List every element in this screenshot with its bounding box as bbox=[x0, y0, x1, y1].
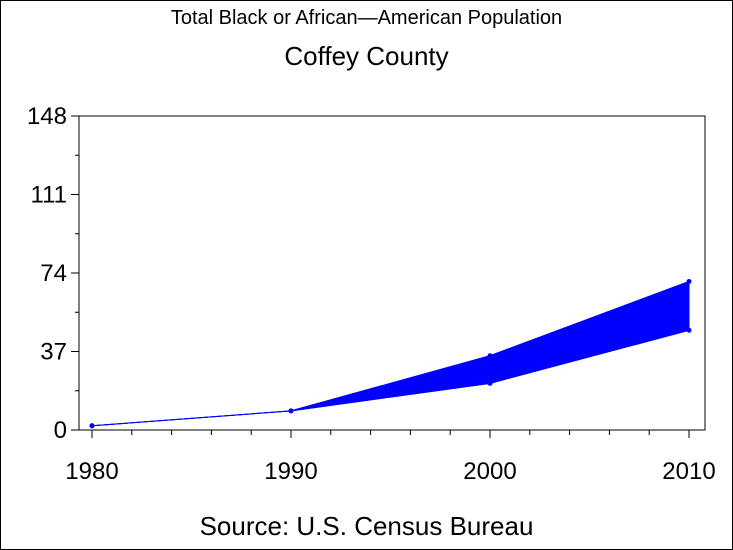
x-axis: 1980 1990 2000 2010 bbox=[65, 430, 716, 485]
y-tick-label: 74 bbox=[40, 260, 67, 287]
x-tick-label: 1990 bbox=[264, 458, 317, 485]
y-tick-label: 37 bbox=[40, 339, 67, 366]
data-band bbox=[91, 280, 690, 427]
series-lines bbox=[91, 281, 690, 427]
x-tick-label: 2010 bbox=[662, 458, 715, 485]
y-tick-label: 0 bbox=[54, 417, 67, 444]
chart-title: Total Black or African—American Populati… bbox=[170, 7, 563, 29]
source-note: Source: U.S. Census Bureau bbox=[199, 511, 534, 541]
series-points bbox=[89, 278, 692, 429]
data-point bbox=[686, 278, 692, 284]
y-tick-label: 111 bbox=[31, 182, 67, 209]
y-axis: 0 37 74 111 148 bbox=[27, 103, 79, 444]
data-point bbox=[487, 353, 493, 359]
y-tick-label: 148 bbox=[27, 103, 67, 130]
data-point bbox=[288, 408, 294, 414]
series-line-2 bbox=[91, 329, 690, 427]
data-point bbox=[89, 423, 95, 429]
band-fill bbox=[91, 280, 690, 427]
x-tick-label: 2000 bbox=[463, 458, 516, 485]
data-point bbox=[686, 327, 692, 333]
x-tick-label: 1980 bbox=[65, 458, 118, 485]
data-point bbox=[487, 380, 493, 386]
chart-subtitle: Coffey County bbox=[284, 41, 449, 71]
